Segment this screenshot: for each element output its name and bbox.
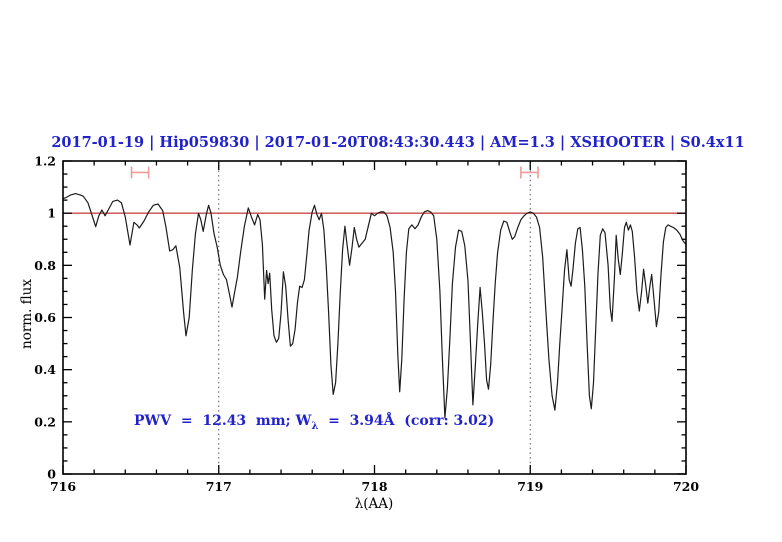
pwv-annotation-prefix: PWV = 12.43 mm; W: [134, 413, 312, 429]
y-tick-label: 0.8: [34, 258, 56, 273]
telluric-band-marker: [520, 166, 539, 179]
y-tick-label: 0.4: [34, 362, 56, 377]
x-tick-label: 716: [50, 479, 76, 494]
y-tick-label: 1: [47, 206, 56, 221]
pwv-annotation-suffix: = 3.94Å (corr: 3.02): [318, 413, 495, 429]
x-axis-label: λ(AA): [354, 496, 394, 512]
y-tick-label: 0.2: [34, 414, 56, 429]
pwv-annotation-lambda-subscript: λ: [311, 420, 319, 432]
y-axis-label: norm. flux: [19, 279, 35, 349]
spectrum-curve: [62, 193, 687, 419]
x-tick-label: 718: [361, 479, 387, 494]
y-tick-label: 0.6: [34, 310, 56, 325]
x-tick-label: 720: [673, 479, 699, 494]
x-tick-label: 717: [206, 479, 232, 494]
telluric-band-marker: [130, 166, 150, 179]
plot-title: 2017-01-19 | Hip059830 | 2017-01-20T08:4…: [51, 134, 745, 151]
y-tick-label: 0: [47, 467, 56, 482]
y-tick-label: 1.2: [34, 154, 56, 169]
x-tick-label: 719: [517, 479, 543, 494]
pwv-annotation: PWV = 12.43 mm; Wλ = 3.94Å (corr: 3.02): [134, 413, 494, 432]
